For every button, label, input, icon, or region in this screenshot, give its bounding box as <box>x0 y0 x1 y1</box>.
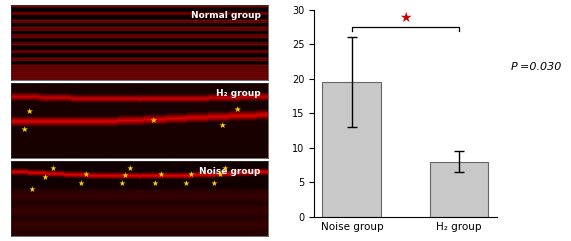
Text: ★: ★ <box>183 179 190 188</box>
Text: ★: ★ <box>41 173 49 182</box>
Text: Normal group: Normal group <box>191 11 260 20</box>
Text: P =0.030: P =0.030 <box>511 62 561 73</box>
Text: ★: ★ <box>126 164 133 173</box>
Text: ★: ★ <box>77 179 85 188</box>
Text: ★: ★ <box>149 116 156 125</box>
Bar <box>323 82 381 217</box>
Text: ★: ★ <box>21 125 28 134</box>
Text: ★: ★ <box>234 105 242 114</box>
Bar <box>429 162 488 217</box>
Text: ★: ★ <box>118 179 126 188</box>
Text: ★: ★ <box>29 185 35 194</box>
Text: Noise group: Noise group <box>199 167 260 176</box>
Text: ★: ★ <box>49 164 56 173</box>
Text: ★: ★ <box>188 170 195 179</box>
Text: ★: ★ <box>121 171 128 180</box>
Text: ★: ★ <box>26 107 33 116</box>
Text: ★: ★ <box>399 11 412 25</box>
Text: ★: ★ <box>157 170 164 179</box>
Text: ★: ★ <box>152 179 159 188</box>
Text: H₂ group: H₂ group <box>216 89 260 98</box>
Text: ★: ★ <box>82 170 90 179</box>
Text: ★: ★ <box>211 179 218 188</box>
Text: ★: ★ <box>218 120 226 129</box>
Text: ★: ★ <box>221 164 228 173</box>
Text: ★: ★ <box>216 170 223 179</box>
